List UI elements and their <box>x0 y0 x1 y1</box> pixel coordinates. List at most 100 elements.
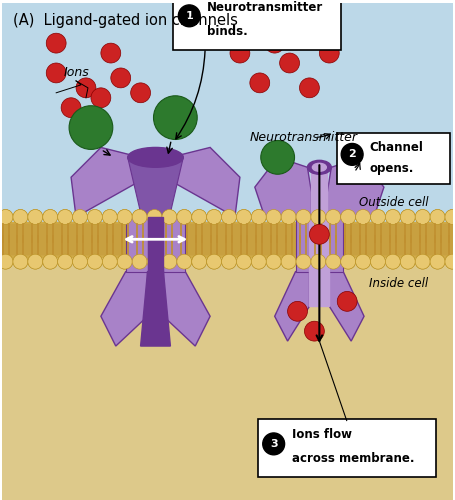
Circle shape <box>296 254 311 269</box>
Circle shape <box>207 254 222 269</box>
Circle shape <box>266 210 281 224</box>
Polygon shape <box>275 272 309 341</box>
Circle shape <box>251 254 266 269</box>
Circle shape <box>311 210 326 224</box>
Polygon shape <box>141 272 170 346</box>
Polygon shape <box>163 272 210 346</box>
Circle shape <box>299 78 319 98</box>
Text: Ions: Ions <box>63 66 89 80</box>
Bar <box>1 224 454 254</box>
Circle shape <box>76 78 96 98</box>
Circle shape <box>385 210 400 224</box>
Polygon shape <box>327 158 384 217</box>
Circle shape <box>91 88 111 108</box>
Circle shape <box>337 292 357 312</box>
Circle shape <box>13 254 28 269</box>
Circle shape <box>192 254 207 269</box>
Circle shape <box>13 210 28 224</box>
Text: Neurotransmitter: Neurotransmitter <box>250 131 358 144</box>
Circle shape <box>43 254 58 269</box>
Bar <box>1 4 454 222</box>
Circle shape <box>356 254 370 269</box>
Circle shape <box>117 210 132 224</box>
Text: (A)  Ligand-gated ion channels: (A) Ligand-gated ion channels <box>14 14 238 28</box>
Circle shape <box>266 210 281 224</box>
Circle shape <box>72 254 87 269</box>
Circle shape <box>117 210 132 224</box>
Circle shape <box>72 210 87 224</box>
Circle shape <box>222 254 237 269</box>
Polygon shape <box>71 148 156 217</box>
Circle shape <box>237 254 251 269</box>
Circle shape <box>46 33 66 53</box>
Circle shape <box>43 254 58 269</box>
Circle shape <box>356 210 370 224</box>
Circle shape <box>72 210 87 224</box>
Circle shape <box>326 254 341 269</box>
Text: Neurotransmitter: Neurotransmitter <box>207 1 324 14</box>
Circle shape <box>445 210 455 224</box>
Polygon shape <box>329 272 364 341</box>
Bar <box>309 272 329 306</box>
Circle shape <box>251 210 266 224</box>
Circle shape <box>28 210 43 224</box>
Circle shape <box>341 144 363 166</box>
Circle shape <box>251 254 266 269</box>
Circle shape <box>311 254 326 269</box>
Text: Ions flow: Ions flow <box>292 428 352 441</box>
Circle shape <box>178 5 200 27</box>
Circle shape <box>341 210 356 224</box>
Bar <box>311 168 327 217</box>
Circle shape <box>370 254 385 269</box>
Text: 1: 1 <box>185 11 193 21</box>
Circle shape <box>400 254 415 269</box>
Circle shape <box>13 210 28 224</box>
Circle shape <box>46 63 66 83</box>
Circle shape <box>177 210 192 224</box>
Circle shape <box>43 210 58 224</box>
Circle shape <box>0 210 13 224</box>
Circle shape <box>400 210 415 224</box>
Circle shape <box>192 210 207 224</box>
Circle shape <box>13 254 28 269</box>
Circle shape <box>430 210 445 224</box>
Circle shape <box>281 210 296 224</box>
Circle shape <box>370 210 385 224</box>
Circle shape <box>311 210 326 224</box>
Circle shape <box>430 254 445 269</box>
FancyBboxPatch shape <box>173 0 341 50</box>
Circle shape <box>319 43 339 63</box>
Circle shape <box>102 210 117 224</box>
Polygon shape <box>101 272 147 346</box>
Circle shape <box>250 73 270 93</box>
Circle shape <box>87 254 102 269</box>
Circle shape <box>87 210 102 224</box>
Circle shape <box>28 254 43 269</box>
Circle shape <box>326 210 341 224</box>
Circle shape <box>111 68 131 88</box>
Circle shape <box>102 254 117 269</box>
Circle shape <box>281 254 296 269</box>
Bar <box>296 217 309 272</box>
Circle shape <box>162 254 177 269</box>
Ellipse shape <box>308 160 331 174</box>
Circle shape <box>147 254 162 269</box>
Circle shape <box>237 210 251 224</box>
Circle shape <box>87 254 102 269</box>
Polygon shape <box>255 158 311 217</box>
Circle shape <box>237 210 251 224</box>
Circle shape <box>309 224 329 244</box>
Ellipse shape <box>313 164 326 172</box>
Circle shape <box>281 254 296 269</box>
Circle shape <box>237 254 251 269</box>
Circle shape <box>341 254 356 269</box>
Circle shape <box>153 96 197 140</box>
Circle shape <box>72 254 87 269</box>
Circle shape <box>102 254 117 269</box>
Circle shape <box>147 254 162 269</box>
Circle shape <box>263 433 285 455</box>
Circle shape <box>222 210 237 224</box>
Circle shape <box>207 210 222 224</box>
Circle shape <box>400 210 415 224</box>
Circle shape <box>192 254 207 269</box>
